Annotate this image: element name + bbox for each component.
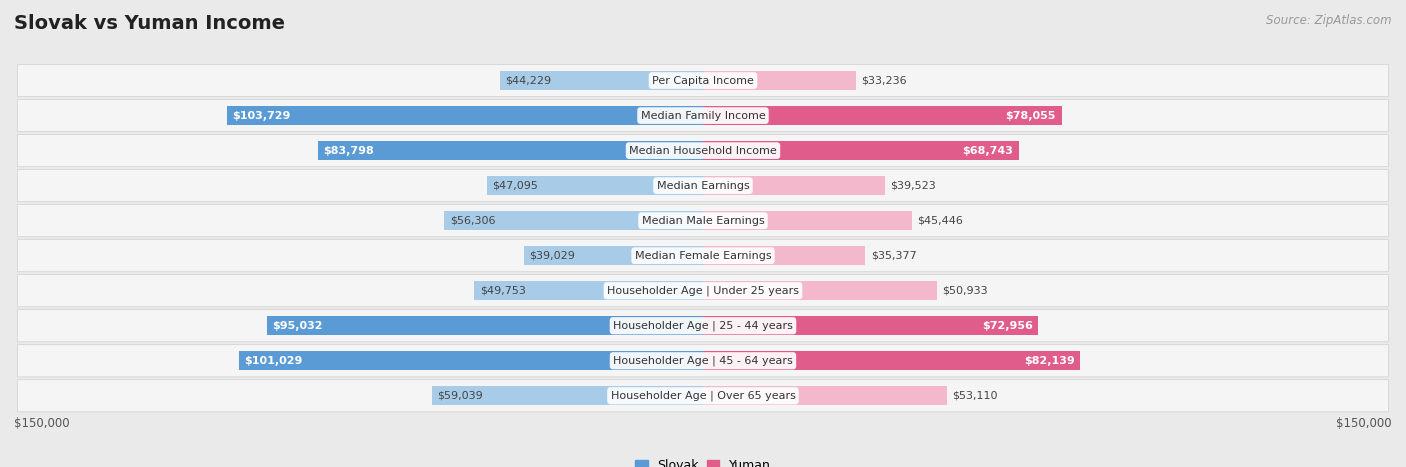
- Bar: [226, 106, 703, 125]
- Bar: [524, 246, 703, 265]
- Bar: [703, 246, 866, 265]
- Text: $95,032: $95,032: [271, 321, 322, 331]
- Bar: [703, 211, 911, 230]
- Text: $150,000: $150,000: [1336, 417, 1392, 431]
- FancyBboxPatch shape: [17, 99, 1389, 132]
- Text: $59,039: $59,039: [437, 391, 484, 401]
- Text: $49,753: $49,753: [479, 286, 526, 296]
- Text: Householder Age | Over 65 years: Householder Age | Over 65 years: [610, 390, 796, 401]
- Bar: [703, 351, 1080, 370]
- Text: $50,933: $50,933: [942, 286, 988, 296]
- Text: Median Female Earnings: Median Female Earnings: [634, 251, 772, 261]
- Text: Householder Age | 45 - 64 years: Householder Age | 45 - 64 years: [613, 355, 793, 366]
- FancyBboxPatch shape: [17, 380, 1389, 412]
- FancyBboxPatch shape: [17, 275, 1389, 307]
- Text: $68,743: $68,743: [962, 146, 1014, 156]
- Text: $101,029: $101,029: [245, 356, 302, 366]
- Text: $44,229: $44,229: [505, 76, 551, 85]
- Bar: [267, 316, 703, 335]
- Text: $150,000: $150,000: [14, 417, 70, 431]
- Text: $103,729: $103,729: [232, 111, 291, 120]
- FancyBboxPatch shape: [17, 134, 1389, 167]
- Text: $82,139: $82,139: [1024, 356, 1074, 366]
- Text: $39,523: $39,523: [890, 181, 936, 191]
- Text: Per Capita Income: Per Capita Income: [652, 76, 754, 85]
- Bar: [703, 106, 1062, 125]
- Bar: [703, 281, 936, 300]
- Text: $47,095: $47,095: [492, 181, 538, 191]
- Text: Median Household Income: Median Household Income: [628, 146, 778, 156]
- Text: $39,029: $39,029: [529, 251, 575, 261]
- Text: $78,055: $78,055: [1005, 111, 1056, 120]
- FancyBboxPatch shape: [17, 310, 1389, 342]
- Bar: [501, 71, 703, 90]
- Text: $45,446: $45,446: [917, 216, 963, 226]
- Bar: [444, 211, 703, 230]
- Text: Slovak vs Yuman Income: Slovak vs Yuman Income: [14, 14, 285, 33]
- Text: $53,110: $53,110: [952, 391, 998, 401]
- Text: Householder Age | Under 25 years: Householder Age | Under 25 years: [607, 285, 799, 296]
- Bar: [318, 141, 703, 160]
- FancyBboxPatch shape: [17, 64, 1389, 97]
- Bar: [474, 281, 703, 300]
- Text: $72,956: $72,956: [981, 321, 1032, 331]
- Text: $83,798: $83,798: [323, 146, 374, 156]
- Text: Median Family Income: Median Family Income: [641, 111, 765, 120]
- Bar: [486, 176, 703, 195]
- Text: $56,306: $56,306: [450, 216, 495, 226]
- Bar: [703, 71, 856, 90]
- FancyBboxPatch shape: [17, 205, 1389, 237]
- Bar: [239, 351, 703, 370]
- Text: Median Earnings: Median Earnings: [657, 181, 749, 191]
- Bar: [703, 176, 884, 195]
- Bar: [703, 316, 1038, 335]
- FancyBboxPatch shape: [17, 170, 1389, 202]
- FancyBboxPatch shape: [17, 345, 1389, 377]
- Text: Householder Age | 25 - 44 years: Householder Age | 25 - 44 years: [613, 320, 793, 331]
- Bar: [432, 386, 703, 405]
- Bar: [703, 386, 946, 405]
- Bar: [703, 141, 1019, 160]
- Text: Median Male Earnings: Median Male Earnings: [641, 216, 765, 226]
- Text: $33,236: $33,236: [860, 76, 907, 85]
- FancyBboxPatch shape: [17, 240, 1389, 272]
- Text: $35,377: $35,377: [870, 251, 917, 261]
- Legend: Slovak, Yuman: Slovak, Yuman: [636, 460, 770, 467]
- Text: Source: ZipAtlas.com: Source: ZipAtlas.com: [1267, 14, 1392, 27]
